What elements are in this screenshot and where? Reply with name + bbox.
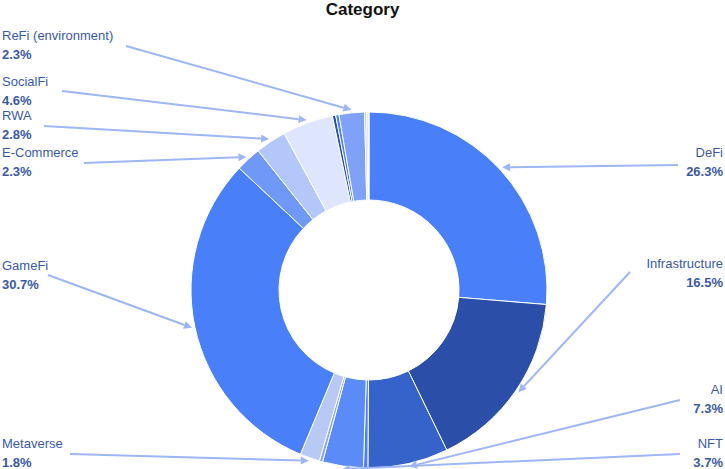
svg-text:GameFi: GameFi — [8, 258, 48, 273]
svg-text:RWA: RWA — [8, 108, 32, 123]
svg-text:Infrastructure: Infrastructure — [646, 256, 717, 271]
svg-text:DeFi: DeFi — [696, 145, 717, 160]
svg-text:NFT: NFT — [698, 436, 717, 451]
svg-text:1.8%: 1.8% — [8, 455, 32, 469]
svg-text:3.7%: 3.7% — [693, 455, 717, 469]
html-text:Category: Category — [325, 0, 400, 19]
svg-text:26.3%: 26.3% — [686, 164, 717, 179]
svg-text:2.3%: 2.3% — [8, 47, 32, 62]
svg-text:SocialFi: SocialFi — [8, 74, 48, 89]
svg-text:ReFi (environment): ReFi (environment) — [8, 28, 113, 43]
svg-text:4.6%: 4.6% — [8, 93, 32, 108]
svg-text:7.3%: 7.3% — [693, 401, 717, 416]
svg-text:E-Commerce: E-Commerce — [8, 145, 79, 160]
svg-text:30.7%: 30.7% — [8, 277, 39, 292]
svg-text:2.3%: 2.3% — [8, 164, 32, 179]
svg-text:Metaverse: Metaverse — [8, 436, 63, 451]
svg-text:16.5%: 16.5% — [686, 275, 717, 290]
svg-text:2.8%: 2.8% — [8, 127, 32, 142]
svg-text:AI: AI — [711, 382, 717, 397]
